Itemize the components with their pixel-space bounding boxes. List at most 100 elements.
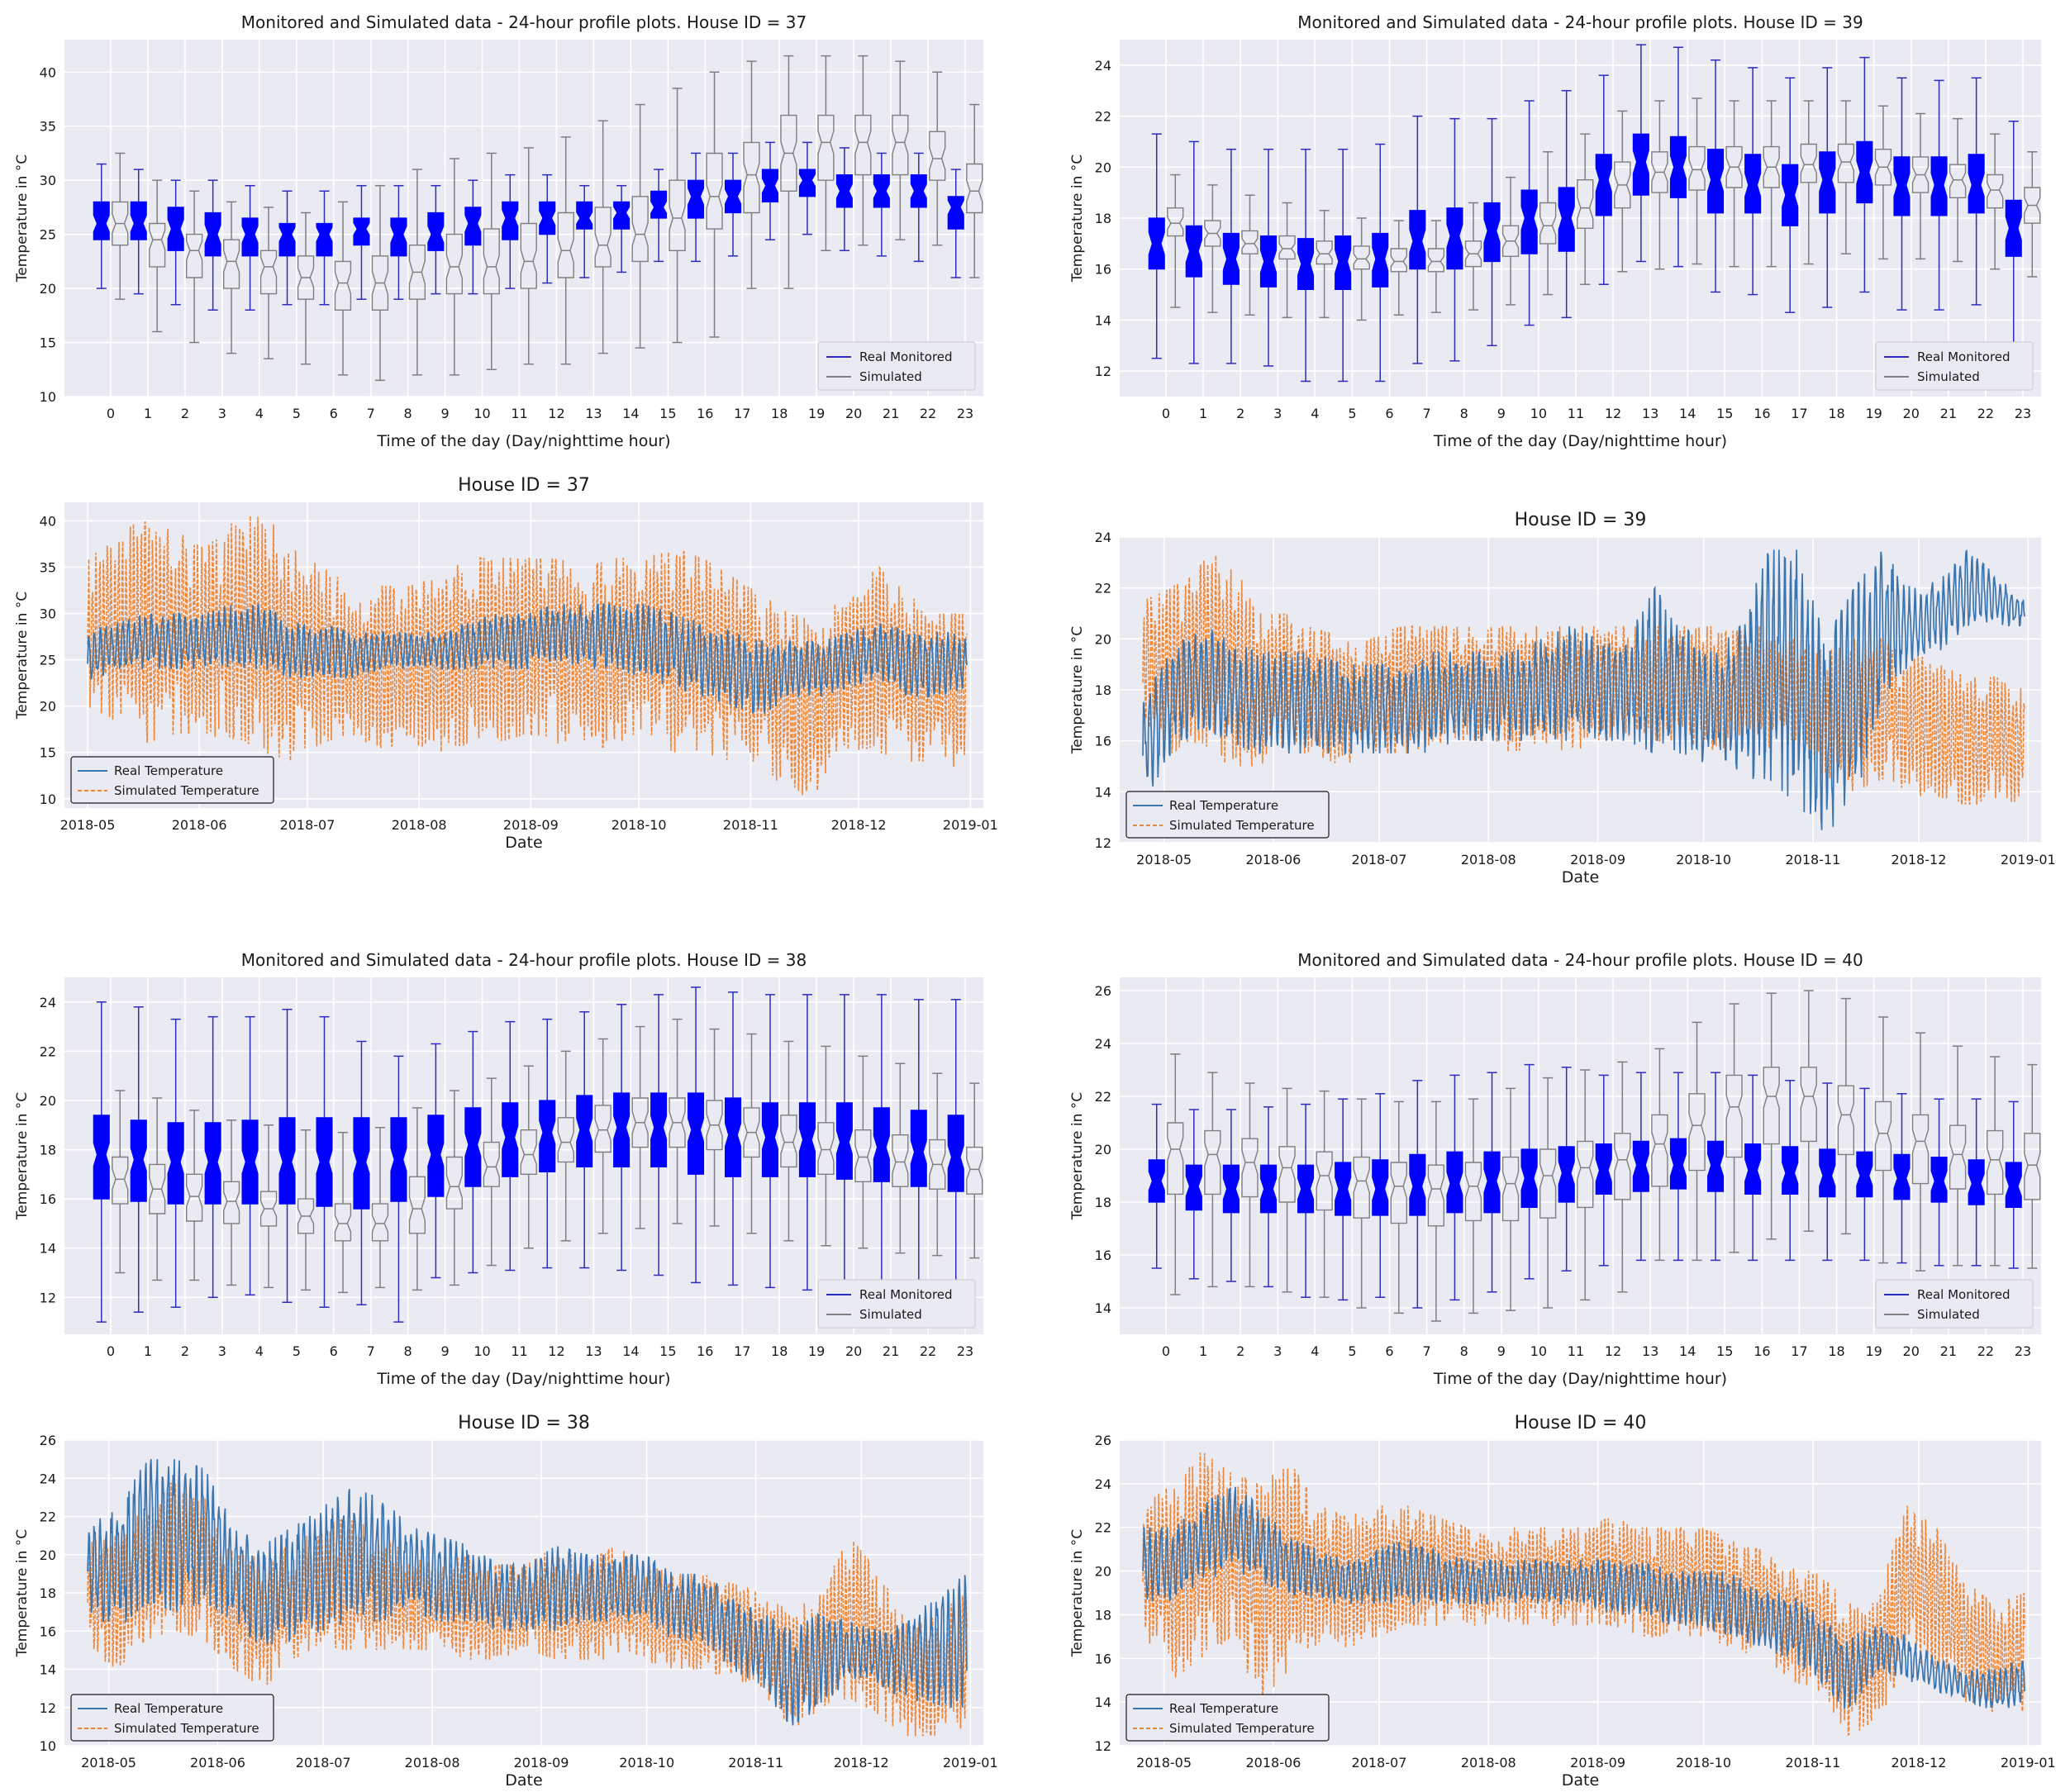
simulated-box [259, 207, 278, 359]
x-tick-label: 16 [697, 406, 713, 421]
simulated-box [1241, 1082, 1259, 1288]
monitored-box [1595, 74, 1612, 285]
x-tick-label: 2018-05 [81, 1755, 136, 1771]
x-axis-label: Date [1562, 868, 1599, 886]
simulated-box [149, 1097, 166, 1281]
monitored-box [167, 1018, 184, 1308]
simulated-temperature-line [87, 1481, 968, 1737]
monitored-box [1259, 1106, 1278, 1288]
x-tick-label: 2019-01 [943, 817, 998, 833]
monitored-box [1558, 89, 1575, 319]
box-body [1800, 143, 1817, 183]
chart-title: Monitored and Simulated data - 24-hour p… [241, 12, 807, 32]
box-body [204, 1122, 221, 1205]
x-tick-label: 8 [404, 406, 412, 421]
simulated-box [1688, 97, 1706, 265]
y-tick-label: 10 [40, 791, 56, 807]
x-tick-label: 1 [144, 406, 152, 421]
legend-label: Simulated [1917, 369, 1980, 384]
simulated-box [334, 1131, 352, 1294]
legend: Real Monitored Simulated [1875, 341, 2034, 391]
x-tick-label: 2018-07 [1352, 1755, 1407, 1771]
box-body [1427, 248, 1444, 273]
y-tick-label: 16 [40, 1623, 56, 1639]
box-body [706, 1100, 723, 1151]
box-body [353, 217, 370, 246]
monitored-box [130, 1006, 147, 1313]
y-tick-label: 30 [40, 173, 56, 188]
x-tick-label: 2019-01 [943, 1755, 998, 1771]
box-body [1968, 154, 1985, 214]
simulated-box [1167, 1053, 1184, 1295]
monitored-box [1335, 1098, 1352, 1301]
monitored-box [1706, 1072, 1725, 1262]
box-body [408, 1176, 426, 1234]
monitored-box [576, 1010, 593, 1269]
x-tick-label: 21 [1940, 406, 1957, 421]
x-tick-label: 2018-08 [405, 1755, 460, 1771]
x-tick-label: 21 [1940, 1343, 1957, 1359]
x-tick-label: 2018-09 [1570, 1755, 1625, 1771]
x-tick-label: 2018-11 [723, 817, 778, 833]
box-body [2005, 1162, 2022, 1208]
y-tick-label: 22 [40, 1509, 56, 1525]
box-body [1819, 151, 1836, 214]
box-body [185, 1173, 203, 1222]
x-tick-label: 5 [1348, 1343, 1356, 1359]
simulated-box [557, 1050, 574, 1242]
box-body [483, 228, 500, 295]
legend-label: Simulated [1917, 1307, 1980, 1322]
box-body [483, 1141, 500, 1187]
box-body [1278, 1146, 1296, 1203]
simulated-box [706, 71, 723, 338]
monitored-box [1297, 1103, 1315, 1298]
simulated-box [631, 1025, 649, 1229]
box-body [112, 1156, 129, 1205]
chart-title: House ID = 37 [458, 475, 590, 496]
simulated-box [1874, 105, 1892, 260]
monitored-box [1259, 148, 1278, 367]
x-tick-label: 23 [2015, 406, 2031, 421]
box-body [297, 1198, 315, 1234]
simulated-box [445, 1090, 463, 1286]
box-body [706, 152, 723, 230]
monitored-box [1335, 148, 1352, 383]
box-body [149, 222, 166, 268]
simulated-box [520, 1065, 537, 1249]
x-tick-label: 4 [255, 1343, 264, 1359]
x-tick-label: 3 [1273, 1343, 1282, 1359]
monitored-box [873, 994, 890, 1294]
y-tick-label: 20 [40, 1547, 56, 1563]
real-temperature-line [1142, 1486, 2025, 1709]
x-tick-label: 12 [1605, 1343, 1621, 1359]
box-body [1483, 1151, 1501, 1214]
simulated-box [1390, 1100, 1407, 1314]
monitored-box [1744, 1074, 1762, 1262]
box-body [1782, 1146, 1799, 1195]
monitored-box [1856, 56, 1873, 293]
x-tick-label: 6 [1385, 406, 1393, 421]
chart-line-house-40: House ID = 40 12 14 16 18 20 22 24 26 Temperature… [1069, 1413, 2056, 1790]
box-body [947, 196, 964, 230]
box-body [1688, 1093, 1706, 1172]
monitored-box [167, 179, 184, 306]
monitored-box [1968, 77, 1985, 306]
box-body [743, 141, 760, 214]
monitored-box [502, 173, 519, 289]
y-tick-label: 24 [40, 995, 56, 1010]
y-tick-label: 22 [1095, 581, 1111, 597]
simulated-box [1688, 1021, 1706, 1262]
monitored-box [353, 1040, 370, 1305]
monitored-box [316, 190, 333, 306]
box-body [334, 1203, 352, 1242]
box-body [557, 212, 574, 278]
panel-box-house-38: Monitored and Simulated data - 24-hour p… [0, 938, 1033, 1400]
simulated-box [1800, 100, 1817, 265]
x-tick-label: 4 [255, 406, 264, 421]
x-tick-label: 2 [181, 406, 189, 421]
box-body [297, 255, 315, 300]
box-body [613, 201, 631, 230]
box-body [1316, 1151, 1333, 1211]
x-tick-label: 7 [367, 406, 375, 421]
box-body [1204, 220, 1221, 247]
